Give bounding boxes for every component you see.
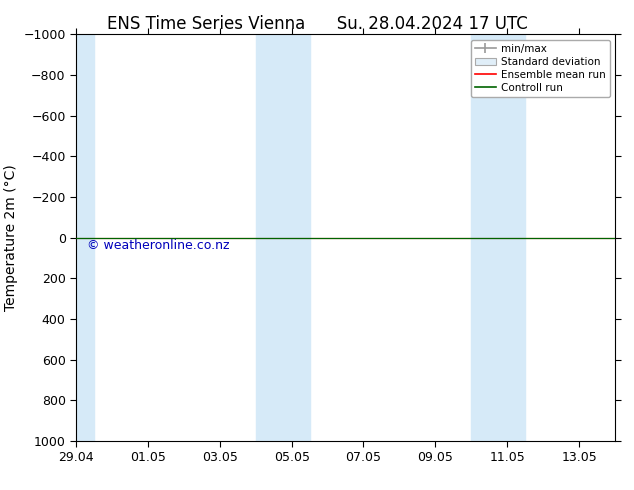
Bar	[72, 34, 94, 441]
Legend: min/max, Standard deviation, Ensemble mean run, Controll run: min/max, Standard deviation, Ensemble me…	[470, 40, 610, 97]
Bar	[471, 34, 525, 441]
Bar	[256, 34, 309, 441]
Y-axis label: Temperature 2m (°C): Temperature 2m (°C)	[4, 164, 18, 311]
Text: © weatheronline.co.nz: © weatheronline.co.nz	[87, 239, 230, 252]
Text: ENS Time Series Vienna      Su. 28.04.2024 17 UTC: ENS Time Series Vienna Su. 28.04.2024 17…	[107, 15, 527, 33]
